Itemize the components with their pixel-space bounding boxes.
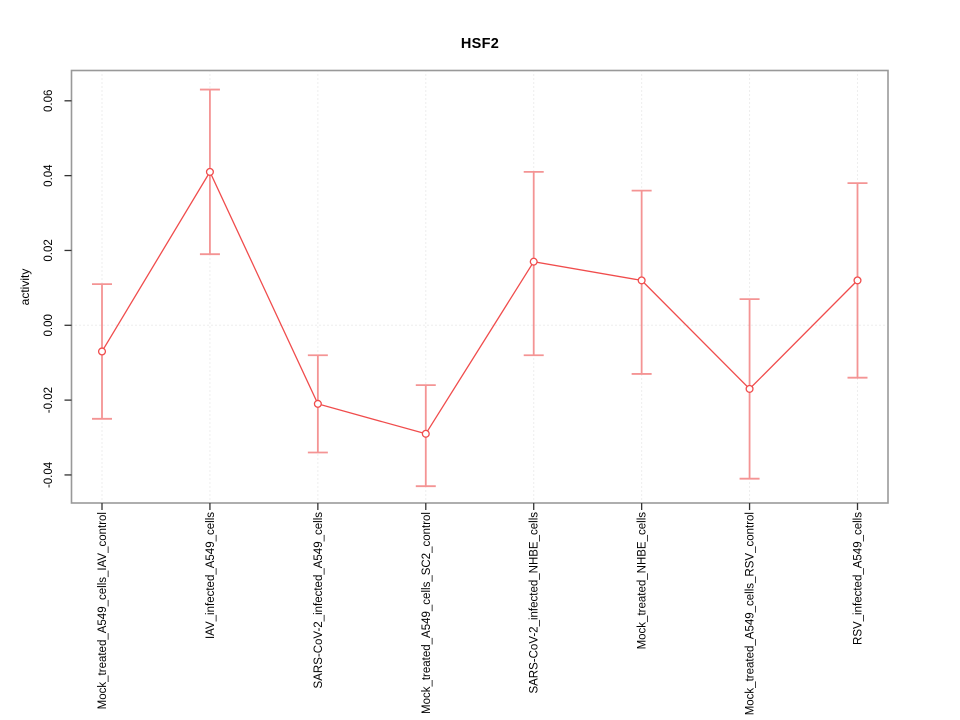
data-point (853, 276, 862, 285)
data-point (745, 384, 754, 393)
y-tick-label: -0.02 (43, 387, 55, 413)
data-point (205, 167, 214, 176)
data-point (637, 276, 646, 285)
y-tick-label: 0.04 (43, 164, 55, 187)
data-point (313, 399, 322, 408)
y-tick-label: -0.04 (43, 461, 55, 488)
y-axis-title: activity (18, 268, 32, 306)
x-tick-label: SARS-CoV-2_infected_A549_cells (313, 512, 325, 689)
data-point (97, 347, 107, 356)
chart-title: HSF2 (460, 36, 500, 52)
x-tick-label: IAV_infected_A549_cells (205, 512, 217, 639)
y-tick-label: 0.02 (43, 239, 55, 261)
x-tick-label: SARS-CoV-2_infected_NHBE_cells (529, 512, 541, 694)
x-tick-label: Mock_treated_NHBE_cells (637, 512, 649, 650)
x-tick-label: Mock_treated_A549_cells_IAV_control (97, 512, 109, 709)
data-point (529, 257, 538, 266)
x-tick-label: Mock_treated_A549_cells_RSV_control (745, 512, 757, 715)
data-point (421, 429, 430, 438)
plot-border (70, 69, 889, 504)
x-tick-label: Mock_treated_A549_cells_SC2_control (421, 512, 433, 714)
y-tick-label: 0.00 (43, 314, 55, 336)
x-tick-label: RSV_infected_A549_cells (853, 512, 865, 645)
y-tick-label: 0.06 (43, 90, 55, 112)
series-line (101, 170, 858, 435)
